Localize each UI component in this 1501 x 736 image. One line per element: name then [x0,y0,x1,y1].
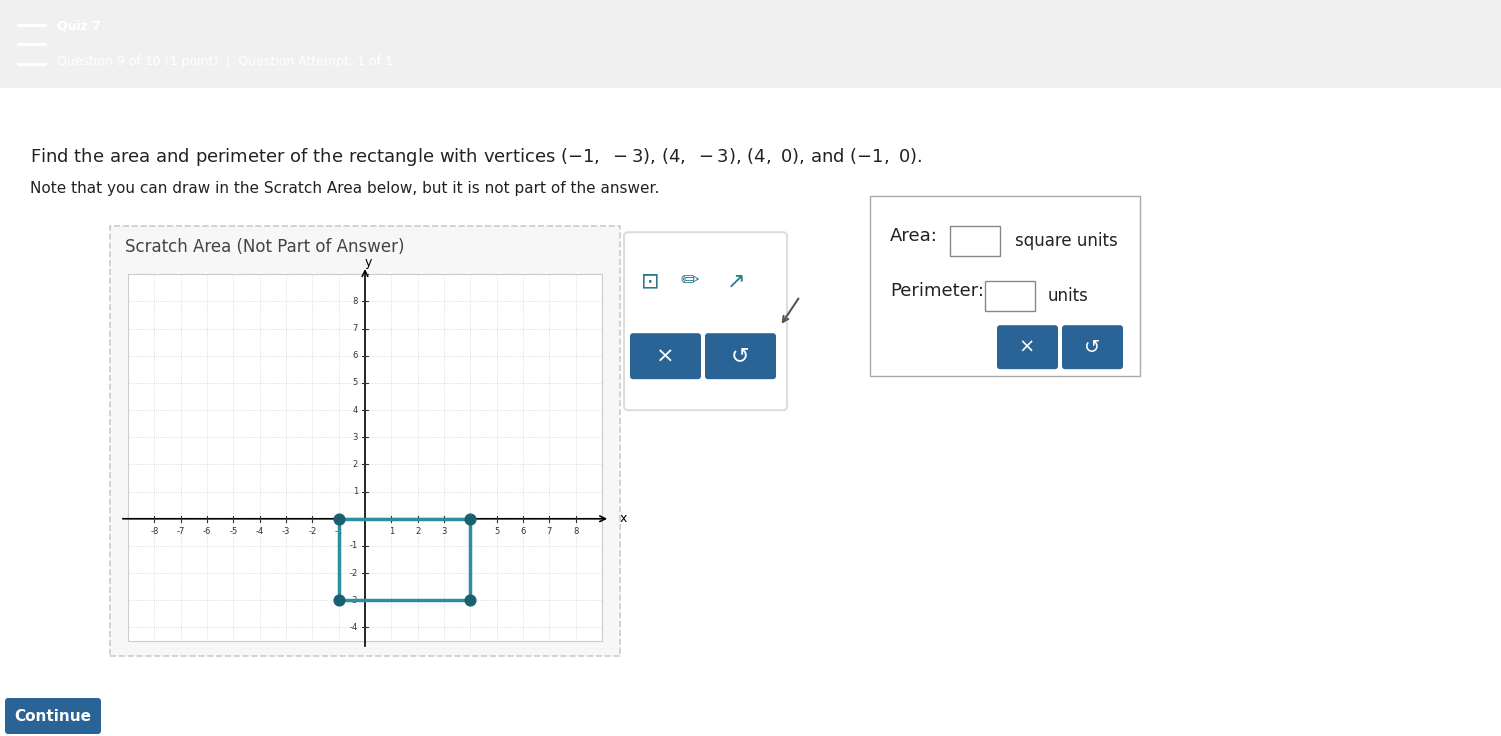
Text: Area:: Area: [890,227,938,245]
Text: ↗: ↗ [726,272,746,291]
Text: 2: 2 [353,460,359,469]
Text: Quiz 7: Quiz 7 [57,19,101,32]
Text: -4: -4 [350,623,359,632]
Text: x: x [620,512,627,526]
Text: -5: -5 [230,527,237,536]
FancyBboxPatch shape [5,698,101,734]
Text: Find the area and perimeter of the rectangle with vertices $(-1,\ -3)$, $(4,\ -3: Find the area and perimeter of the recta… [30,146,923,169]
Text: 3: 3 [441,527,447,536]
Text: square units: square units [1015,233,1118,250]
Text: Perimeter:: Perimeter: [890,282,985,300]
FancyBboxPatch shape [997,325,1058,369]
Text: ↺: ↺ [1084,338,1100,357]
FancyBboxPatch shape [1063,325,1123,369]
Text: 1: 1 [353,487,359,496]
Text: -1: -1 [350,542,359,551]
Text: Scratch Area (Not Part of Answer): Scratch Area (Not Part of Answer) [125,238,404,256]
Text: Question 9 of 10 (1 point)  |  Question Attempt: 1 of 1: Question 9 of 10 (1 point) | Question At… [57,54,393,68]
Text: ⊡: ⊡ [641,272,659,291]
Text: 2: 2 [416,527,420,536]
Text: ↺: ↺ [731,346,749,367]
Text: 6: 6 [353,351,359,360]
Text: ×: × [1019,338,1036,357]
Text: -7: -7 [177,527,185,536]
Text: -6: -6 [203,527,212,536]
Text: ✏: ✏ [680,272,699,291]
Text: ×: × [656,346,674,367]
Point [458,595,482,606]
Text: -4: -4 [255,527,264,536]
Text: Continue: Continue [15,709,92,723]
Text: -2: -2 [308,527,317,536]
Text: 5: 5 [353,378,359,387]
Point [327,513,351,525]
Text: -3: -3 [350,595,359,605]
Text: 7: 7 [546,527,552,536]
Text: -1: -1 [335,527,342,536]
FancyBboxPatch shape [624,233,787,410]
Text: Note that you can draw in the Scratch Area below, but it is not part of the answ: Note that you can draw in the Scratch Ar… [30,181,659,197]
Point [458,513,482,525]
Text: -2: -2 [350,569,359,578]
Bar [128,275,602,641]
FancyBboxPatch shape [705,333,776,379]
Text: units: units [1048,287,1088,305]
FancyBboxPatch shape [0,88,1501,736]
Text: 1: 1 [389,527,393,536]
Text: y: y [365,256,372,269]
Text: -3: -3 [282,527,290,536]
Text: 7: 7 [353,324,359,333]
Text: 3: 3 [353,433,359,442]
Text: 8: 8 [573,527,578,536]
FancyBboxPatch shape [950,226,1000,256]
Point [327,595,351,606]
Text: 5: 5 [494,527,500,536]
FancyBboxPatch shape [630,333,701,379]
Text: -8: -8 [150,527,159,536]
FancyBboxPatch shape [871,197,1139,376]
Text: 8: 8 [353,297,359,306]
Text: 4: 4 [353,406,359,414]
Text: 6: 6 [521,527,525,536]
FancyBboxPatch shape [110,226,620,656]
FancyBboxPatch shape [985,281,1036,311]
